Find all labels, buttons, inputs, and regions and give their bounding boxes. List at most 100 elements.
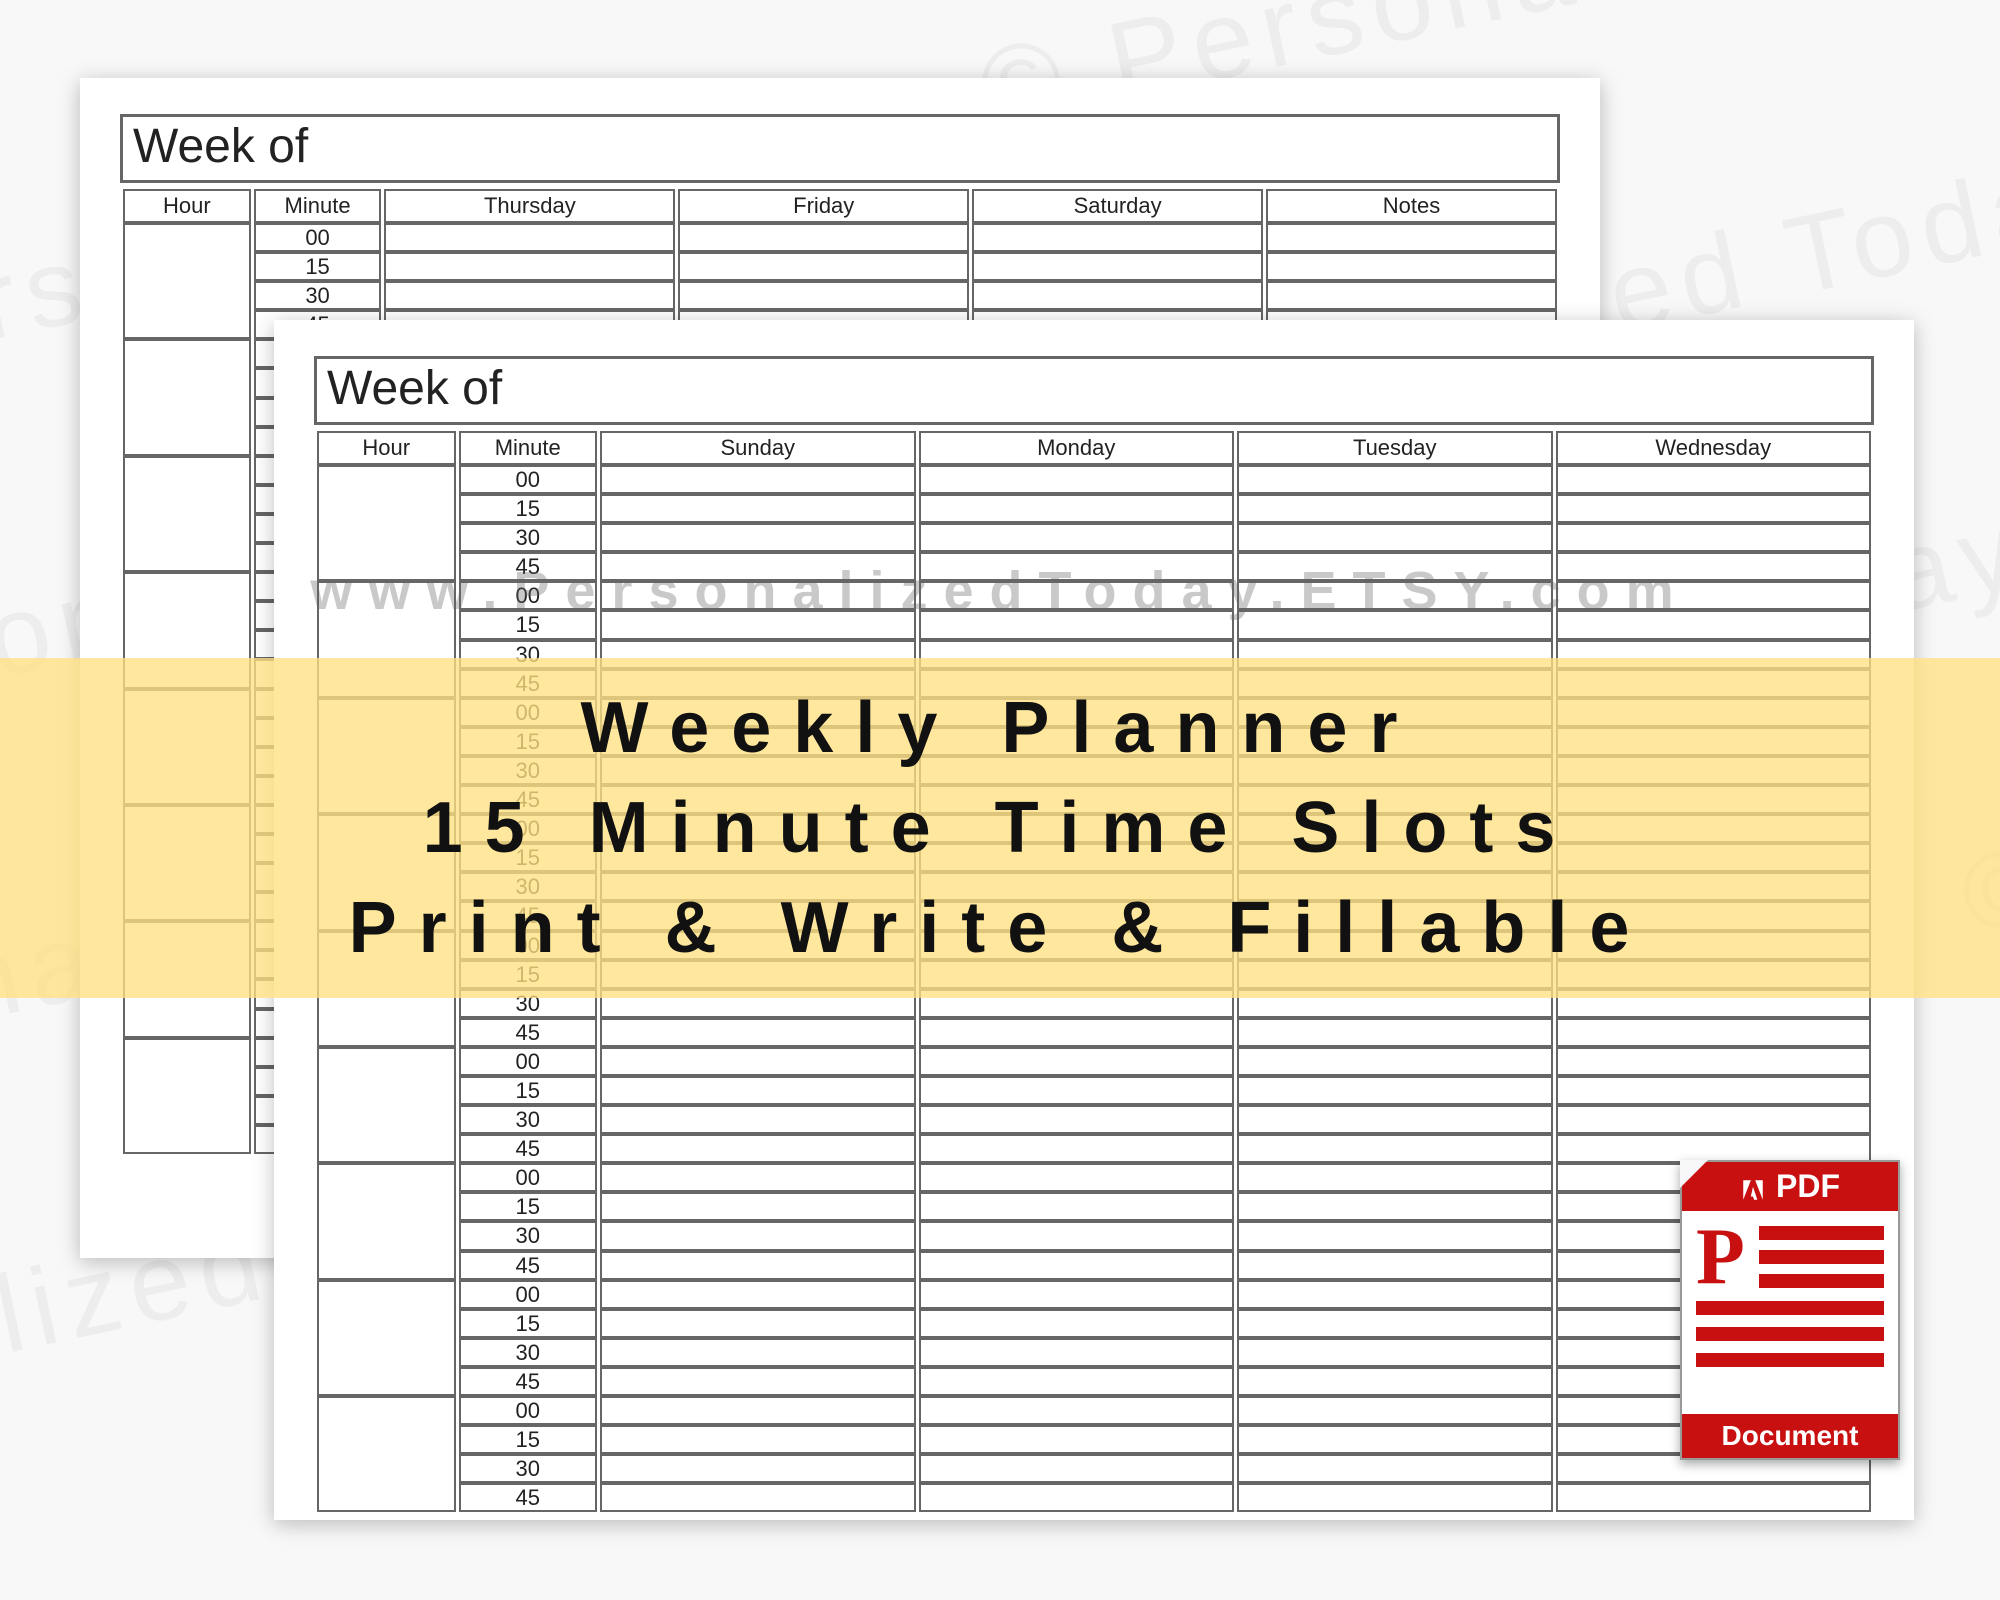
col-minute: Minute [459,431,598,465]
hour-cell [317,1163,456,1279]
slot-cell [919,1134,1235,1163]
slot-cell [600,523,916,552]
slot-cell [600,1047,916,1076]
slot-cell [1237,1280,1553,1309]
hour-cell [123,456,251,572]
slot-cell [1556,1483,1872,1512]
col-day: Friday [678,189,969,223]
minute-cell: 45 [459,1018,598,1047]
headline-band: Weekly Planner 15 Minute Time Slots Prin… [0,658,2000,998]
minute-cell: 00 [459,1280,598,1309]
slot-cell [1237,1163,1553,1192]
slot-cell [600,1309,916,1338]
slot-cell [1237,494,1553,523]
hour-cell [317,1047,456,1163]
slot-cell [1266,281,1557,310]
slot-cell [919,1454,1235,1483]
pdf-badge-bottom: Document [1682,1414,1898,1458]
pdf-letter-p: P [1696,1225,1745,1289]
slot-cell [600,1134,916,1163]
slot-cell [678,223,969,252]
slot-cell [600,1221,916,1250]
slot-cell [972,252,1263,281]
col-hour: Hour [123,189,251,223]
minute-cell: 00 [459,465,598,494]
slot-cell [919,1483,1235,1512]
minute-cell: 30 [254,281,382,310]
slot-cell [1237,1047,1553,1076]
slot-cell [600,1367,916,1396]
slot-cell [919,465,1235,494]
slot-cell [384,281,675,310]
minute-cell: 45 [459,1483,598,1512]
slot-cell [919,1396,1235,1425]
minute-cell: 00 [459,1047,598,1076]
col-day: Notes [1266,189,1557,223]
sheet-title: Week of [120,114,1560,183]
slot-cell [1237,1076,1553,1105]
slot-cell [600,1192,916,1221]
hour-cell [317,1396,456,1512]
pdf-label: PDF [1776,1168,1840,1205]
slot-cell [600,1483,916,1512]
minute-cell: 15 [254,252,382,281]
slot-cell [1237,1192,1553,1221]
slot-cell [600,1251,916,1280]
slot-cell [919,1192,1235,1221]
pdf-badge-body: P [1682,1211,1898,1414]
minute-cell: 15 [459,1309,598,1338]
slot-cell [1556,1076,1872,1105]
slot-cell [600,1396,916,1425]
minute-cell: 45 [459,1134,598,1163]
minute-cell: 00 [459,1163,598,1192]
headline-line: Weekly Planner [581,687,1420,769]
slot-cell [600,1425,916,1454]
slot-cell [919,1105,1235,1134]
col-hour: Hour [317,431,456,465]
slot-cell [1556,1047,1872,1076]
slot-cell [1237,1309,1553,1338]
slot-cell [972,223,1263,252]
hour-cell [123,339,251,455]
sheet-title: Week of [314,356,1874,425]
slot-cell [600,494,916,523]
minute-cell: 15 [459,494,598,523]
minute-cell: 15 [459,1076,598,1105]
slot-cell [919,1425,1235,1454]
slot-cell [919,1047,1235,1076]
col-day: Thursday [384,189,675,223]
slot-cell [1556,1105,1872,1134]
col-day: Sunday [600,431,916,465]
minute-cell: 30 [459,523,598,552]
slot-cell [1237,1221,1553,1250]
slot-cell [1237,1454,1553,1483]
slot-cell [600,1338,916,1367]
col-day: Monday [919,431,1235,465]
slot-cell [919,1163,1235,1192]
slot-cell [919,1221,1235,1250]
minute-cell: 15 [459,1192,598,1221]
slot-cell [1266,252,1557,281]
slot-cell [1237,1251,1553,1280]
slot-cell [1556,523,1872,552]
slot-cell [1237,523,1553,552]
slot-cell [1556,465,1872,494]
slot-cell [919,1338,1235,1367]
minute-cell: 00 [254,223,382,252]
url-watermark: www.PersonalizedToday.ETSY.com [0,560,2000,622]
hour-cell [317,1280,456,1396]
slot-cell [919,494,1235,523]
slot-cell [1556,494,1872,523]
slot-cell [1237,465,1553,494]
slot-cell [1237,1018,1553,1047]
pdf-badge-top: PDF [1682,1162,1898,1211]
slot-cell [1237,1338,1553,1367]
slot-cell [600,1280,916,1309]
minute-cell: 30 [459,1105,598,1134]
minute-cell: 15 [459,1425,598,1454]
col-minute: Minute [254,189,382,223]
slot-cell [678,281,969,310]
slot-cell [919,1251,1235,1280]
slot-cell [1237,1367,1553,1396]
slot-cell [1556,1018,1872,1047]
